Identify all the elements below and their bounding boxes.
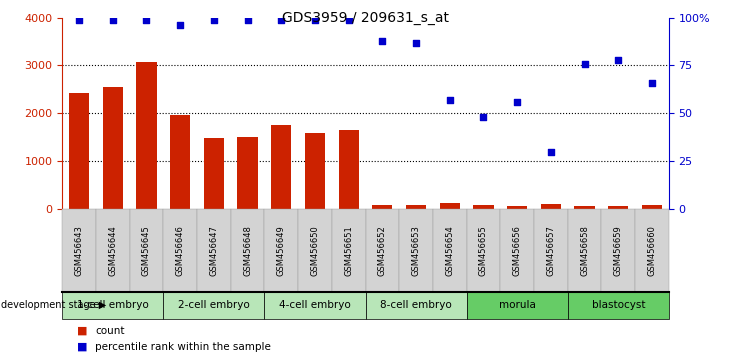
Point [511, 99, 523, 105]
Point [73, 17, 85, 22]
Bar [102, 87, 123, 209]
Bar [338, 130, 359, 209]
Text: GSM456654: GSM456654 [445, 225, 454, 276]
Text: GSM456657: GSM456657 [546, 225, 556, 276]
Point [410, 40, 422, 45]
Bar [238, 137, 257, 209]
Point [208, 17, 219, 22]
Point [343, 17, 355, 22]
Point [477, 114, 489, 120]
Text: GSM456653: GSM456653 [412, 225, 420, 276]
Text: ■: ■ [77, 326, 87, 336]
Bar [642, 205, 662, 209]
Text: GSM456659: GSM456659 [614, 225, 623, 276]
Text: GSM456649: GSM456649 [277, 225, 286, 276]
Point [579, 61, 591, 67]
Point [242, 17, 254, 22]
Bar [372, 205, 393, 209]
Text: development stage ▶: development stage ▶ [1, 300, 107, 310]
Text: GSM456644: GSM456644 [108, 225, 117, 276]
Bar [608, 206, 629, 209]
Text: ■: ■ [77, 342, 87, 352]
Text: GSM456655: GSM456655 [479, 225, 488, 276]
Point [646, 80, 658, 86]
Text: GDS3959 / 209631_s_at: GDS3959 / 209631_s_at [282, 11, 449, 25]
Text: GSM456660: GSM456660 [648, 225, 656, 276]
Bar [136, 62, 156, 209]
Text: GSM456643: GSM456643 [75, 225, 83, 276]
Point [309, 17, 321, 22]
Text: GSM456652: GSM456652 [378, 225, 387, 276]
Text: count: count [95, 326, 124, 336]
Bar [575, 206, 595, 209]
Text: 8-cell embryo: 8-cell embryo [380, 300, 452, 310]
Text: GSM456647: GSM456647 [209, 225, 219, 276]
Bar [69, 93, 89, 209]
Bar [305, 133, 325, 209]
Bar [507, 206, 527, 209]
Text: 1-cell embryo: 1-cell embryo [77, 300, 148, 310]
Bar [474, 205, 493, 209]
Text: GSM456658: GSM456658 [580, 225, 589, 276]
Bar [439, 203, 460, 209]
Text: GSM456648: GSM456648 [243, 225, 252, 276]
Point [276, 17, 287, 22]
Point [376, 38, 388, 44]
Point [613, 57, 624, 63]
Point [545, 149, 557, 154]
Text: GSM456650: GSM456650 [311, 225, 319, 276]
Point [444, 97, 455, 103]
Bar [204, 138, 224, 209]
Text: blastocyst: blastocyst [591, 300, 645, 310]
Text: morula: morula [499, 300, 536, 310]
Point [174, 23, 186, 28]
Bar [170, 115, 190, 209]
Text: GSM456651: GSM456651 [344, 225, 353, 276]
Text: 4-cell embryo: 4-cell embryo [279, 300, 351, 310]
Bar [406, 205, 426, 209]
Point [107, 17, 118, 22]
Bar [541, 204, 561, 209]
Bar [271, 125, 292, 209]
Point [140, 17, 152, 22]
Text: GSM456645: GSM456645 [142, 225, 151, 276]
Text: percentile rank within the sample: percentile rank within the sample [95, 342, 271, 352]
Text: GSM456646: GSM456646 [175, 225, 185, 276]
Text: 2-cell embryo: 2-cell embryo [178, 300, 250, 310]
Text: GSM456656: GSM456656 [512, 225, 522, 276]
